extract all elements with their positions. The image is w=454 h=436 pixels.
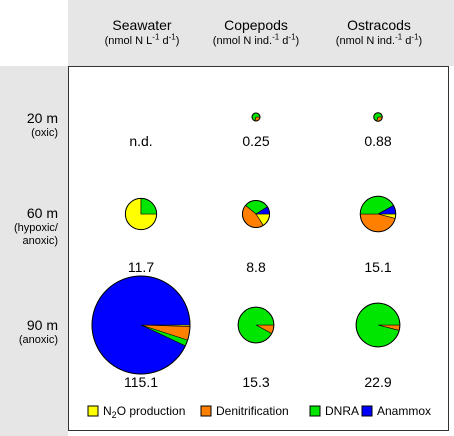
- legend-label-anammox: Anammox: [377, 404, 431, 418]
- legend-swatch-n2o: [87, 405, 99, 417]
- legend-swatch-denitrification: [200, 405, 212, 417]
- pie: [359, 195, 397, 233]
- pie-outline: [355, 302, 401, 348]
- pie-total-label: 0.88: [364, 133, 391, 149]
- column-header-seawater: Seawater (nmol N L-1 d-1): [82, 17, 202, 48]
- pie-outline: [251, 112, 261, 122]
- legend: N2O production Denitrification DNRA Anam…: [87, 404, 431, 420]
- pie-total-label: 8.8: [246, 259, 266, 275]
- pie-total-label: 115.1: [124, 374, 158, 390]
- column-header-ostracods: Ostracods (nmol N ind.-1 d-1): [319, 17, 439, 48]
- legend-label-n2o: N2O production: [103, 404, 185, 420]
- row-label-band: [0, 66, 68, 436]
- pie-total-label: 11.7: [128, 259, 154, 275]
- legend-label-dnra: DNRA: [325, 404, 359, 418]
- pie: [355, 302, 401, 348]
- totals-layer: n.d. 0.25 0.88 11.7 8.8 15.1 115.1 15.3 22.9: [124, 133, 392, 390]
- column-name: Ostracods: [347, 17, 411, 33]
- column-header-copepods: Copepods (nmol N ind.-1 d-1): [196, 17, 316, 48]
- header-band: [68, 0, 454, 66]
- row-header-60m: 60 m (hypoxic/ anoxic): [0, 205, 66, 248]
- row-header-90m: 90 m (anoxic): [0, 317, 66, 347]
- column-unit: (nmol N ind.-1 d-1): [212, 32, 300, 47]
- pie: [373, 112, 383, 122]
- pie-outline: [124, 197, 158, 231]
- row-condition: (anoxic): [18, 334, 58, 346]
- row-condition: anoxic): [22, 235, 58, 247]
- pie-outline: [91, 275, 191, 375]
- pie: [237, 306, 275, 344]
- column-name: Seawater: [112, 17, 172, 33]
- legend-label-denitrification: Denitrification: [216, 404, 289, 418]
- pies-layer: [91, 112, 401, 375]
- pie: [251, 112, 261, 122]
- pie-total-label: 22.9: [364, 374, 391, 390]
- pie: [91, 275, 191, 375]
- pie-total-label: 0.25: [242, 133, 269, 149]
- row-depth: 90 m: [26, 317, 58, 333]
- pie-total-label: n.d.: [129, 133, 152, 149]
- legend-swatch-dnra: [309, 405, 321, 417]
- column-name: Copepods: [224, 17, 288, 33]
- row-condition: (hypoxic/: [13, 222, 58, 234]
- column-unit: (nmol N ind.-1 d-1): [335, 32, 423, 47]
- pie-total-label: 15.3: [242, 374, 269, 390]
- pie: [124, 197, 158, 231]
- pie-total-label: 15.1: [364, 259, 391, 275]
- column-unit: (nmol N L-1 d-1): [104, 32, 180, 47]
- row-header-20m: 20 m (oxic): [0, 110, 66, 140]
- pie-outline: [373, 112, 383, 122]
- row-depth: 20 m: [26, 110, 58, 126]
- pie: [241, 199, 271, 229]
- pie-outline: [237, 306, 275, 344]
- pie-outline: [241, 199, 271, 229]
- legend-swatch-anammox: [361, 405, 373, 417]
- pie-outline: [359, 195, 397, 233]
- row-depth: 60 m: [26, 205, 58, 221]
- row-condition: (oxic): [31, 127, 58, 139]
